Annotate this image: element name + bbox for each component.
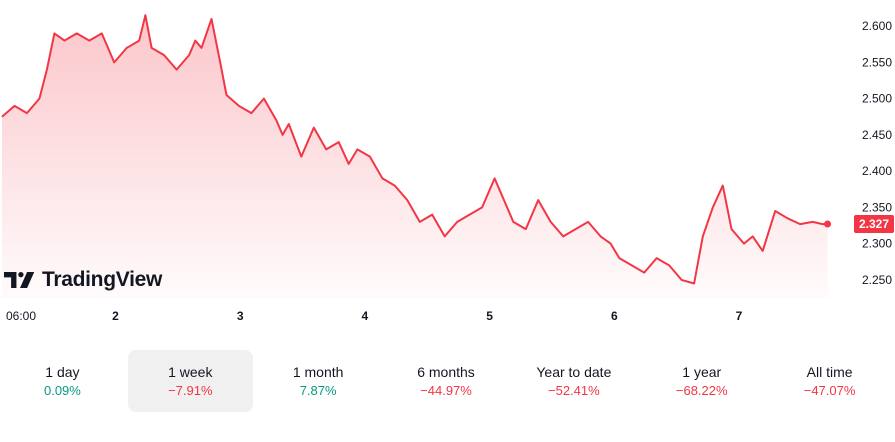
range-change: 0.09% bbox=[43, 383, 81, 398]
last-price-dot bbox=[824, 220, 832, 228]
x-tick-label: 06:00 bbox=[6, 309, 36, 323]
y-tick-label: 2.550 bbox=[862, 55, 892, 69]
tradingview-logo[interactable]: TradingView bbox=[4, 268, 162, 292]
last-price-label: 2.327 bbox=[859, 217, 889, 231]
x-axis: 06:00 2 3 4 5 6 7 bbox=[6, 309, 743, 323]
range-change: −44.97% bbox=[420, 383, 472, 398]
y-tick-label: 2.350 bbox=[862, 200, 892, 214]
range-change: 7.87% bbox=[299, 383, 337, 398]
range-all-time[interactable]: All time −47.07% bbox=[767, 350, 892, 412]
x-tick-label: 4 bbox=[362, 309, 369, 323]
range-label: Year to date bbox=[536, 364, 612, 380]
price-chart[interactable]: 2.600 2.550 2.500 2.450 2.400 2.350 2.300 2.250… bbox=[0, 0, 895, 330]
range-1-day[interactable]: 1 day 0.09% bbox=[0, 350, 125, 412]
range-change: −7.91% bbox=[168, 383, 213, 398]
x-tick-label: 7 bbox=[736, 309, 743, 323]
line-layer bbox=[1, 14, 828, 285]
logo-text: TradingView bbox=[42, 268, 163, 291]
range-change: −52.41% bbox=[548, 383, 600, 398]
range-1-week[interactable]: 1 week −7.91% bbox=[127, 350, 253, 412]
range-label: 1 month bbox=[292, 364, 344, 380]
y-tick-label: 2.250 bbox=[862, 273, 892, 287]
range-label: 1 day bbox=[45, 364, 80, 380]
time-range-selector: 1 day 0.09% 1 week −7.91% 1 month 7.87% … bbox=[0, 350, 895, 412]
range-label: 6 months bbox=[417, 364, 475, 380]
range-year-to-date[interactable]: Year to date −52.41% bbox=[511, 350, 636, 412]
y-tick-label: 2.500 bbox=[862, 92, 892, 106]
x-tick-label: 5 bbox=[486, 309, 493, 323]
range-label: 1 week bbox=[168, 364, 213, 380]
range-change: −68.22% bbox=[675, 383, 728, 398]
range-1-year[interactable]: 1 year −68.22% bbox=[639, 350, 764, 412]
y-tick-label: 2.300 bbox=[862, 237, 892, 251]
x-tick-label: 3 bbox=[237, 309, 244, 323]
series-line bbox=[1, 14, 828, 285]
x-tick-label: 6 bbox=[611, 309, 618, 323]
last-price-marker: 2.327 bbox=[824, 215, 894, 234]
chart-svg[interactable]: 2.600 2.550 2.500 2.450 2.400 2.350 2.300 2.250… bbox=[0, 0, 895, 330]
range-change: −47.07% bbox=[803, 383, 856, 398]
y-tick-label: 2.450 bbox=[862, 128, 892, 142]
y-axis: 2.600 2.550 2.500 2.450 2.400 2.350 2.300 2.250 bbox=[862, 19, 892, 287]
x-tick-label: 2 bbox=[112, 309, 119, 323]
range-label: All time bbox=[806, 364, 853, 380]
y-tick-label: 2.400 bbox=[862, 164, 892, 178]
tradingview-logo-icon bbox=[4, 272, 35, 288]
y-tick-label: 2.600 bbox=[862, 19, 892, 33]
range-label: 1 year bbox=[682, 364, 722, 380]
range-1-month[interactable]: 1 month 7.87% bbox=[256, 350, 381, 412]
series-area bbox=[2, 15, 828, 298]
area-layer bbox=[2, 15, 828, 298]
last-price-badge bbox=[854, 215, 894, 234]
range-6-months[interactable]: 6 months −44.97% bbox=[384, 350, 509, 412]
